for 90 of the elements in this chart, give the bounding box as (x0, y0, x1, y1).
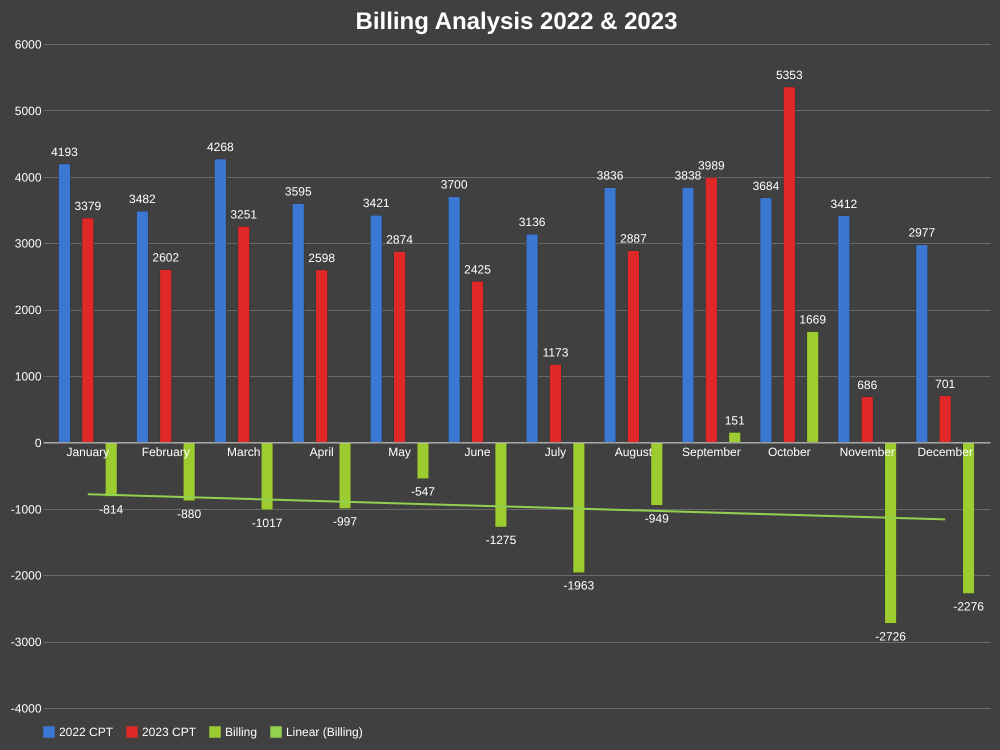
data-label: 2977 (908, 226, 936, 240)
bar (939, 396, 952, 443)
bar (650, 442, 663, 506)
legend-label: Billing (225, 725, 258, 739)
bar (760, 198, 772, 443)
bar (316, 270, 328, 443)
data-label: -949 (644, 511, 670, 526)
data-label: -2726 (875, 629, 906, 644)
legend-label: 2023 CPT (142, 725, 197, 739)
bar (728, 432, 741, 443)
data-label: -814 (99, 502, 124, 516)
bar (370, 214, 382, 443)
y-tick-label: 5000 (14, 104, 42, 118)
bar (238, 226, 250, 443)
y-tick-label: 3000 (14, 236, 42, 251)
data-label: 1669 (799, 312, 826, 327)
data-label: 3836 (596, 168, 624, 183)
data-label: -880 (177, 506, 202, 521)
data-label: 701 (935, 376, 956, 391)
y-tick-label: 4000 (14, 170, 42, 184)
x-tick-label: May (388, 444, 411, 459)
data-label: 5353 (776, 68, 803, 82)
legend-label: 2022 CPT (59, 725, 114, 739)
x-tick-label: June (464, 444, 491, 459)
data-label: -1275 (486, 533, 517, 548)
bar (58, 164, 71, 443)
bar (861, 396, 874, 443)
data-label: -1963 (564, 578, 595, 593)
y-tick-label: -4000 (10, 702, 42, 716)
y-tick-label: -1000 (10, 502, 42, 516)
data-label: 3379 (74, 199, 102, 214)
x-tick-label: April (310, 444, 334, 459)
y-tick-label: 6000 (14, 38, 42, 52)
data-label: 3136 (518, 215, 546, 230)
data-label: 2425 (464, 262, 492, 276)
data-label: -1017 (252, 516, 283, 530)
data-label: 3251 (230, 208, 258, 222)
data-label: 3421 (362, 196, 390, 210)
data-label: 4268 (206, 140, 234, 154)
x-tick-label: September (682, 444, 741, 459)
bar (705, 177, 718, 443)
bar (471, 281, 484, 443)
bar (549, 364, 562, 443)
x-tick-label: October (768, 444, 811, 459)
bar (214, 158, 226, 443)
bar (783, 86, 796, 443)
y-tick-label: 1000 (14, 370, 42, 384)
data-label: 3684 (752, 178, 780, 193)
data-label: 2598 (308, 250, 336, 265)
data-label: -997 (333, 514, 358, 529)
data-label: 2874 (386, 232, 414, 247)
bar (260, 442, 274, 510)
x-tick-label: July (544, 444, 566, 459)
bar (494, 442, 508, 528)
data-label: 3412 (830, 196, 858, 211)
y-tick-label: -3000 (10, 635, 42, 650)
data-label: 3838 (674, 168, 702, 183)
y-tick-label: -2000 (10, 568, 42, 583)
data-label: 3482 (129, 192, 156, 206)
bar (448, 196, 460, 443)
bar (292, 203, 304, 443)
bar (838, 216, 850, 443)
bar (806, 331, 819, 443)
chart-title: Billing Analysis 2022 & 2023 (356, 8, 678, 35)
bar (627, 250, 640, 443)
y-tick-label: 2000 (14, 303, 42, 318)
bar (393, 251, 406, 443)
bar (338, 442, 352, 509)
data-label: 1173 (542, 346, 569, 360)
y-tick-label: 0 (34, 436, 42, 450)
bar (160, 269, 172, 443)
bar (136, 210, 148, 443)
data-label: 4193 (51, 144, 78, 159)
bar (682, 187, 694, 443)
data-label: -547 (410, 484, 436, 499)
data-label: 3700 (440, 178, 468, 192)
data-label: -2276 (953, 600, 984, 614)
data-label: 2602 (152, 250, 180, 265)
data-label: 686 (857, 378, 878, 392)
bar (572, 442, 585, 573)
bar (604, 187, 616, 443)
legend-label: Linear (Billing) (286, 725, 363, 739)
bar (82, 218, 94, 443)
data-label: 2887 (620, 232, 648, 246)
bar (526, 234, 538, 443)
data-label: 151 (724, 413, 746, 428)
x-tick-label: March (227, 444, 260, 459)
bar (416, 442, 430, 479)
bar (916, 244, 928, 443)
data-label: 3595 (284, 184, 312, 199)
